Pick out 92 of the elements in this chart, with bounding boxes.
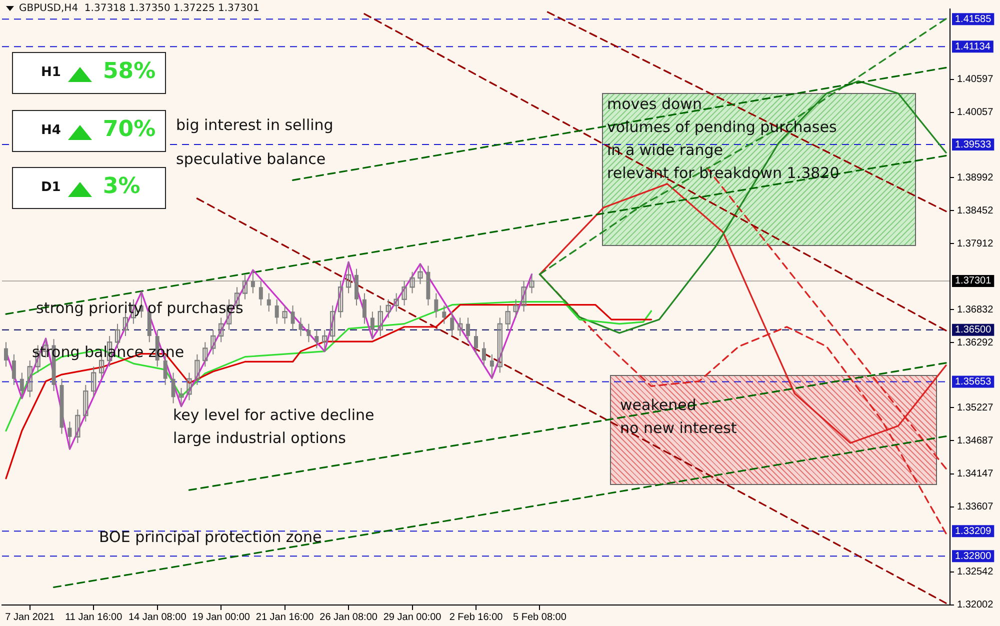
annotation: H4 xyxy=(41,123,61,138)
y-tick-label: 1.34147 xyxy=(957,468,994,480)
candlestick xyxy=(12,354,16,386)
candlestick xyxy=(505,304,510,330)
candlestick xyxy=(410,271,415,294)
x-tick-label: 29 Jan 00:00 xyxy=(383,612,442,623)
ref-line-label: 1.33209 xyxy=(955,526,992,537)
candlestick xyxy=(266,292,271,312)
annotation: weakened no new interest xyxy=(620,395,737,439)
candlestick xyxy=(186,372,192,401)
x-tick-label: 26 Jan 08:00 xyxy=(320,612,378,623)
candlestick xyxy=(298,317,303,337)
ref-line-label: 1.41134 xyxy=(955,41,991,52)
candlestick xyxy=(529,274,534,294)
candlestick xyxy=(482,342,486,368)
candlestick xyxy=(218,317,224,343)
x-tick-label: 14 Jan 08:00 xyxy=(128,612,187,623)
y-tick-label: 1.40597 xyxy=(957,74,994,86)
x-tick-label: 5 Feb 08:00 xyxy=(513,612,567,623)
ref-line-label: 1.37301 xyxy=(955,276,992,287)
candlestick xyxy=(242,274,248,300)
candlestick xyxy=(194,354,200,386)
x-tick-label: 19 Jan 00:00 xyxy=(192,612,250,623)
ref-line-label: 1.41585 xyxy=(955,14,992,25)
y-tick-label: 1.32542 xyxy=(957,566,994,578)
candlestick xyxy=(378,304,383,337)
candlestick xyxy=(474,329,478,355)
candlestick xyxy=(258,280,263,306)
y-tick-label: 1.34687 xyxy=(957,436,994,446)
y-tick-label: 1.36292 xyxy=(957,337,994,348)
annotation: key level for active decline large industrial options xyxy=(173,405,374,449)
candlestick xyxy=(330,304,336,343)
annotation: 58% xyxy=(103,59,156,84)
candlestick xyxy=(202,342,208,368)
annotation: speculative balance xyxy=(176,149,326,170)
ref-line-label: 1.39533 xyxy=(955,139,992,150)
candlestick xyxy=(322,329,328,352)
candlestick xyxy=(290,304,295,330)
candlestick xyxy=(513,298,518,318)
candlestick xyxy=(282,304,288,324)
candlestick xyxy=(91,366,96,398)
annotation: 70% xyxy=(103,117,156,142)
y-tick-label: 1.36832 xyxy=(957,304,994,316)
candlestick xyxy=(250,270,255,294)
candlestick xyxy=(434,292,438,318)
candlestick xyxy=(68,421,72,450)
candlestick xyxy=(83,384,88,422)
annotation: big interest in selling xyxy=(176,115,334,136)
x-tick-label: 2 Feb 16:00 xyxy=(449,612,504,623)
candlestick xyxy=(306,323,311,343)
y-tick-label: 1.32002 xyxy=(957,600,994,611)
candlestick xyxy=(370,311,374,339)
x-tick-label: 11 Jan 16:00 xyxy=(65,612,123,623)
candlestick xyxy=(274,298,279,324)
candlestick xyxy=(490,354,494,379)
candlestick xyxy=(171,372,176,404)
candlestick xyxy=(450,311,454,337)
annotation: BOE principal protection zone xyxy=(99,527,322,548)
candlestick xyxy=(402,280,407,306)
ref-line-label: 1.32800 xyxy=(955,550,992,562)
ref-line-label: 1.35653 xyxy=(955,376,992,388)
annotation: 3% xyxy=(103,174,140,199)
candlestick xyxy=(418,263,423,285)
candlestick xyxy=(442,304,446,324)
candlestick xyxy=(521,280,526,312)
candlestick xyxy=(314,329,319,349)
y-tick-label: 1.40057 xyxy=(957,107,994,118)
candlestick xyxy=(75,408,80,444)
candlestick xyxy=(386,298,391,318)
x-tick-label: 21 Jan 16:00 xyxy=(256,612,314,623)
y-tick-label: 1.35227 xyxy=(957,402,994,414)
candlestick xyxy=(497,317,502,374)
candlestick xyxy=(394,292,399,312)
y-tick-label: 1.38992 xyxy=(957,172,994,184)
candlestick xyxy=(346,262,352,294)
ref-line-label: 1.36500 xyxy=(955,324,992,336)
annotation: H1 xyxy=(41,65,61,80)
y-tick-label: 1.33607 xyxy=(957,502,994,513)
y-tick-label: 1.38452 xyxy=(957,205,994,216)
candlestick xyxy=(210,329,216,355)
candlestick xyxy=(20,372,24,399)
chart-title: GBPUSD,H4 1.37318 1.37350 1.37225 1.37301 xyxy=(18,3,260,14)
candlestick xyxy=(457,317,463,337)
x-tick-label: 7 Jan 2021 xyxy=(5,612,56,623)
candlestick xyxy=(178,387,184,407)
annotation: D1 xyxy=(41,180,61,195)
candlestick xyxy=(338,280,344,318)
candlestick xyxy=(466,317,470,343)
y-tick-label: 1.37912 xyxy=(957,238,994,250)
candlestick xyxy=(4,342,8,368)
candlestick xyxy=(27,360,32,398)
candlestick xyxy=(362,292,366,324)
